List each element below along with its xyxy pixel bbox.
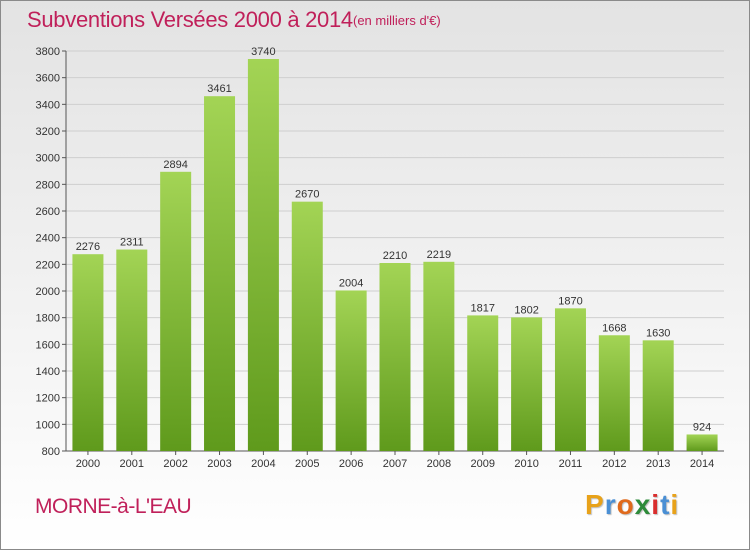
x-tick-label: 2010 <box>514 458 538 470</box>
bar-2003 <box>204 96 236 451</box>
y-tick-label: 3200 <box>36 126 60 138</box>
bar-value-label: 924 <box>693 421 711 433</box>
chart-title: Subventions Versées 2000 à 2014 <box>27 7 353 32</box>
bar-value-label: 1630 <box>646 327 670 339</box>
x-tick-label: 2004 <box>251 458 275 470</box>
x-tick-label: 2003 <box>207 458 231 470</box>
bar-2012 <box>598 335 630 451</box>
logo-letter: x <box>634 489 652 520</box>
y-tick-label: 1600 <box>36 339 60 351</box>
bar-2011 <box>554 308 586 451</box>
x-tick-label: 2011 <box>559 458 583 470</box>
bar-value-label: 2311 <box>120 237 144 249</box>
x-tick-label: 2000 <box>76 458 100 470</box>
bar-2009 <box>467 315 499 451</box>
y-tick-label: 1400 <box>36 366 60 378</box>
logo-letter: o <box>616 489 635 520</box>
proxiti-logo: Proxiti <box>585 489 679 521</box>
y-tick-label: 2800 <box>36 179 60 191</box>
bar-value-label: 2210 <box>383 250 407 262</box>
x-tick-label: 2008 <box>427 458 451 470</box>
bar-2013 <box>642 340 674 451</box>
bar-value-label: 1870 <box>558 295 582 307</box>
y-tick-label: 3600 <box>36 73 60 85</box>
logo-letter: i <box>651 489 661 520</box>
x-tick-label: 2007 <box>383 458 407 470</box>
bar-value-label: 1668 <box>602 322 626 334</box>
logo-letter: P <box>585 489 605 520</box>
x-tick-label: 2006 <box>339 458 363 470</box>
bar-value-label: 2004 <box>339 277 363 289</box>
logo-letter: i <box>670 489 680 520</box>
bar-2004 <box>247 59 279 451</box>
x-tick-label: 2005 <box>295 458 319 470</box>
bar-value-label: 1802 <box>514 304 538 316</box>
bar-2001 <box>116 249 148 451</box>
x-tick-label: 2014 <box>690 458 714 470</box>
bar-2014 <box>686 434 718 451</box>
y-tick-label: 1200 <box>36 393 60 405</box>
y-tick-label: 2000 <box>36 286 60 298</box>
bar-value-label: 3740 <box>251 46 275 58</box>
y-tick-label: 800 <box>42 446 60 458</box>
y-tick-label: 2400 <box>36 233 60 245</box>
bar-value-label: 2276 <box>76 241 100 253</box>
logo-letter: t <box>660 489 671 520</box>
commune-name: MORNE-à-L'EAU <box>35 495 192 518</box>
bar-2002 <box>160 171 192 452</box>
bar-2006 <box>335 290 367 451</box>
chart-unit-label: (en milliers d'€) <box>353 13 441 28</box>
y-tick-label: 1000 <box>36 419 60 431</box>
y-tick-label: 2200 <box>36 259 60 271</box>
bar-2000 <box>72 254 104 451</box>
bar-value-label: 2894 <box>163 159 187 171</box>
x-tick-label: 2001 <box>120 458 144 470</box>
bar-2010 <box>511 317 543 451</box>
y-tick-label: 3800 <box>36 46 60 58</box>
bar-2005 <box>291 201 323 451</box>
bar-value-label: 2219 <box>427 249 451 261</box>
x-tick-label: 2009 <box>470 458 494 470</box>
x-tick-label: 2012 <box>602 458 626 470</box>
y-tick-label: 2600 <box>36 206 60 218</box>
y-tick-label: 3000 <box>36 153 60 165</box>
bar-value-label: 1817 <box>470 302 494 314</box>
logo-letter: r <box>604 489 617 520</box>
bar-2007 <box>379 263 411 451</box>
bar-2008 <box>423 261 455 451</box>
y-tick-label: 1800 <box>36 313 60 325</box>
x-tick-label: 2013 <box>646 458 670 470</box>
bar-value-label: 2670 <box>295 189 319 201</box>
y-tick-label: 3400 <box>36 99 60 111</box>
x-tick-label: 2002 <box>163 458 187 470</box>
bar-value-label: 3461 <box>207 83 231 95</box>
